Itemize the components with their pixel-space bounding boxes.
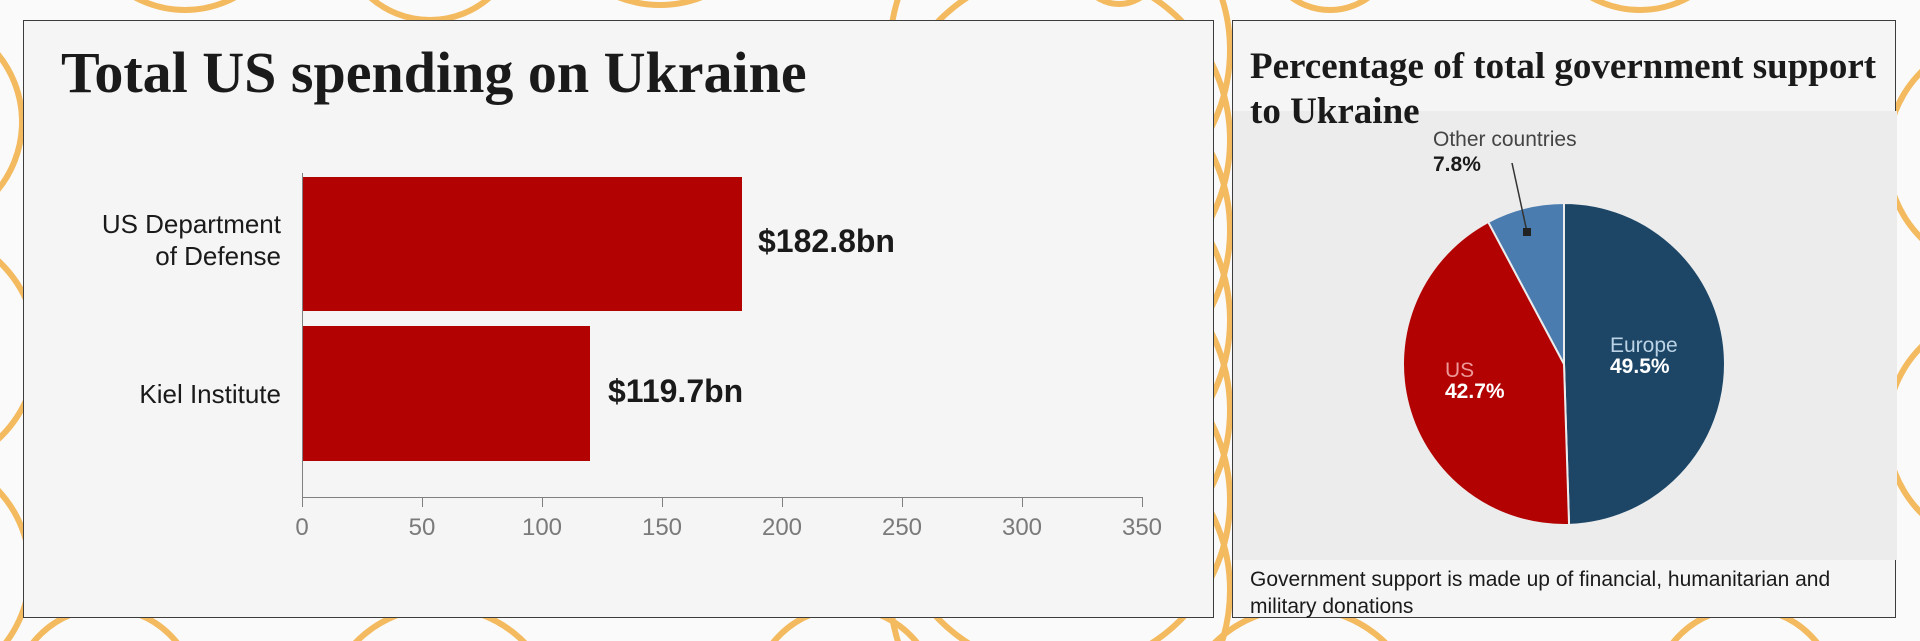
svg-text:42.7%: 42.7% bbox=[1445, 380, 1505, 403]
svg-text:US: US bbox=[1445, 359, 1474, 382]
svg-text:49.5%: 49.5% bbox=[1610, 355, 1670, 378]
svg-text:Europe: Europe bbox=[1610, 334, 1678, 357]
